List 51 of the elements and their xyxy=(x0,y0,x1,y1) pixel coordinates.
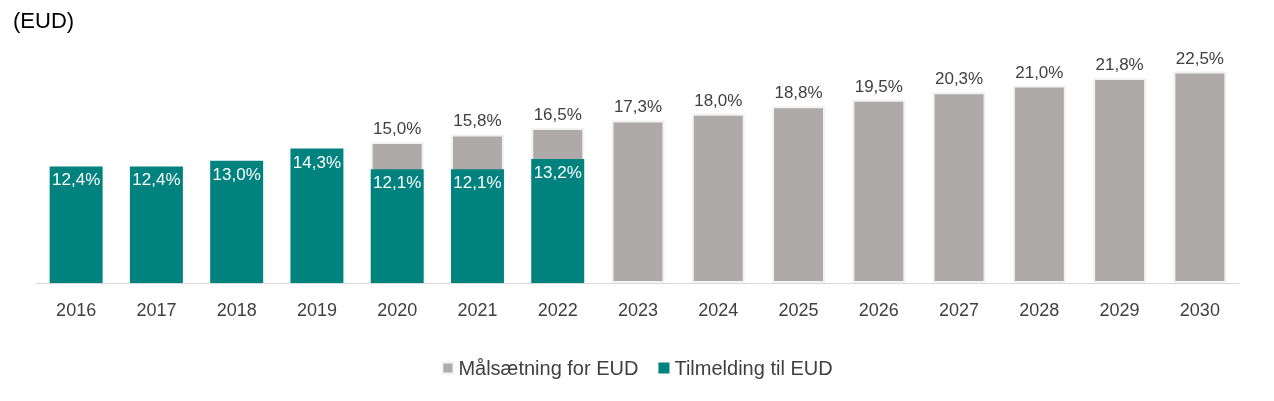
bar xyxy=(611,120,665,283)
data-label: 12,4% xyxy=(132,170,181,190)
x-tick-label: 2021 xyxy=(457,300,498,320)
data-label: 16,5% xyxy=(533,104,582,124)
bar xyxy=(1093,78,1147,283)
data-label: 14,3% xyxy=(292,152,342,172)
x-tick-label: 2024 xyxy=(698,300,739,320)
x-tick-label: 2028 xyxy=(1019,300,1060,320)
bar xyxy=(290,148,344,283)
data-label: 19,5% xyxy=(854,76,903,96)
bar xyxy=(210,160,264,283)
bar xyxy=(450,169,504,283)
bar xyxy=(129,166,183,283)
bar xyxy=(49,166,103,283)
x-tick-label: 2022 xyxy=(537,300,578,320)
data-label: 13,0% xyxy=(212,164,261,184)
x-tick-label: 2020 xyxy=(377,300,418,320)
data-label: 21,8% xyxy=(1095,55,1144,75)
chart-title: (EUD) xyxy=(13,7,75,33)
data-label: 12,4% xyxy=(52,170,101,190)
x-tick-label: 2027 xyxy=(939,300,980,320)
bar xyxy=(932,92,986,283)
data-label: 15,0% xyxy=(373,119,422,138)
legend-label: Tilmelding til EUD xyxy=(674,357,833,379)
data-label: 22,5% xyxy=(1175,48,1224,68)
data-label: 18,8% xyxy=(774,83,823,103)
x-tick-label: 2023 xyxy=(617,300,659,320)
x-tick-label: 2016 xyxy=(56,300,97,320)
data-label: 21,0% xyxy=(1015,62,1064,82)
bar xyxy=(852,99,906,283)
x-tick-label: 2029 xyxy=(1099,300,1140,320)
bar xyxy=(1012,85,1066,283)
data-label: 17,3% xyxy=(613,97,663,117)
x-tick-label: 2025 xyxy=(778,300,819,320)
data-label: 13,2% xyxy=(533,162,582,182)
data-label: 15,8% xyxy=(453,111,502,131)
bar xyxy=(370,169,424,283)
x-tick-label: 2030 xyxy=(1179,300,1220,320)
bar xyxy=(691,113,745,283)
data-label: 20,3% xyxy=(934,69,984,89)
bar xyxy=(772,106,826,283)
data-label: 12,1% xyxy=(453,173,502,193)
bar xyxy=(1173,71,1227,283)
x-tick-label: 2026 xyxy=(858,300,899,320)
data-label: 18,0% xyxy=(694,90,743,110)
legend-label: Målsætning for EUD xyxy=(458,357,639,379)
x-tick-label: 2018 xyxy=(216,300,257,320)
x-tick-label: 2019 xyxy=(296,300,337,320)
data-label: 12,1% xyxy=(373,173,422,193)
x-tick-label: 2017 xyxy=(136,300,177,320)
bar xyxy=(531,158,585,283)
